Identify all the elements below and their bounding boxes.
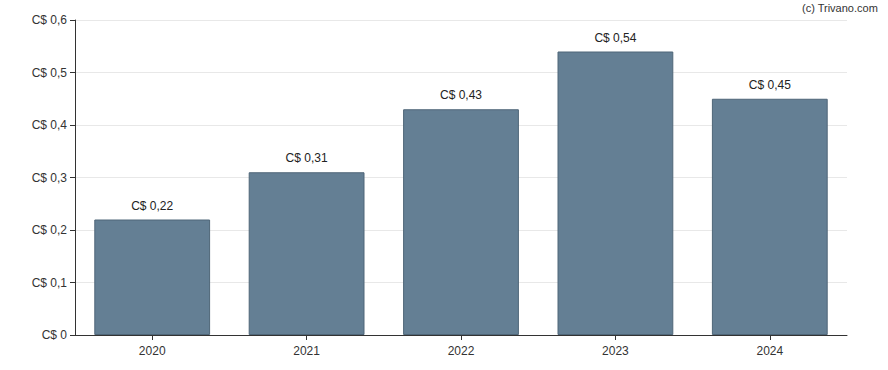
svg-text:C$ 0: C$ 0 bbox=[42, 328, 68, 342]
svg-text:(c) Trivano.com: (c) Trivano.com bbox=[802, 2, 878, 14]
svg-text:C$ 0,43: C$ 0,43 bbox=[440, 88, 482, 102]
svg-text:2024: 2024 bbox=[756, 344, 783, 358]
svg-text:C$ 0,2: C$ 0,2 bbox=[32, 223, 68, 237]
svg-text:C$ 0,6: C$ 0,6 bbox=[32, 13, 68, 27]
svg-text:C$ 0,54: C$ 0,54 bbox=[594, 31, 636, 45]
svg-text:C$ 0,22: C$ 0,22 bbox=[131, 199, 173, 213]
svg-text:C$ 0,45: C$ 0,45 bbox=[749, 78, 791, 92]
svg-text:C$ 0,4: C$ 0,4 bbox=[32, 118, 68, 132]
svg-text:2021: 2021 bbox=[293, 344, 320, 358]
svg-text:2023: 2023 bbox=[602, 344, 629, 358]
svg-text:C$ 0,3: C$ 0,3 bbox=[32, 171, 68, 185]
svg-text:2022: 2022 bbox=[448, 344, 475, 358]
svg-text:C$ 0,5: C$ 0,5 bbox=[32, 66, 68, 80]
svg-text:C$ 0,1: C$ 0,1 bbox=[32, 276, 68, 290]
svg-text:C$ 0,31: C$ 0,31 bbox=[286, 151, 328, 165]
svg-text:2020: 2020 bbox=[139, 344, 166, 358]
